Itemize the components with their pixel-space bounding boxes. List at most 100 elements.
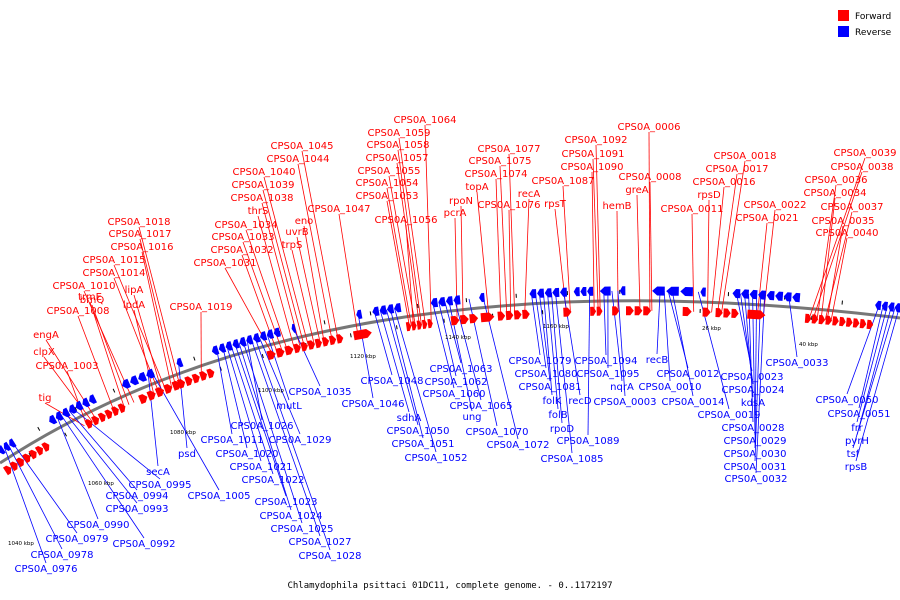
- reverse-gene-arrow: [273, 327, 281, 338]
- gene-leader-line: [394, 308, 437, 453]
- reverse-gene-arrow: [758, 290, 767, 300]
- forward-gene-arrow: [450, 315, 460, 326]
- reverse-gene-arrow: [573, 287, 580, 297]
- forward-gene-label: rpsD: [697, 190, 721, 201]
- gene-leader-line: [717, 173, 738, 313]
- gene-leader-line: [65, 412, 138, 504]
- forward-gene-arrow: [9, 461, 18, 472]
- forward-gene-arrow: [321, 337, 330, 347]
- reverse-gene-arrow: [62, 407, 71, 418]
- forward-gene-arrow: [34, 446, 43, 456]
- reverse-gene-arrow: [394, 303, 402, 313]
- gene-leader-line: [663, 290, 671, 382]
- forward-gene-label: CPS0A_1090: [560, 162, 623, 173]
- reverse-gene-arrow: [49, 414, 58, 425]
- reverse-gene-arrow: [225, 341, 234, 351]
- forward-gene-arrow: [184, 376, 193, 387]
- reverse-gene-label: CPS0A_1026: [230, 421, 293, 432]
- reverse-gene-label: CPS0A_0978: [30, 550, 93, 561]
- forward-gene-label: CPS0A_1018: [107, 217, 170, 228]
- gene-leader-line: [855, 307, 900, 462]
- gene-leader-line: [636, 194, 641, 311]
- forward-gene-arrow: [199, 371, 208, 381]
- tick-mark: [64, 432, 67, 437]
- forward-gene-label: CPS0A_1003: [35, 361, 98, 372]
- gene-leader-line: [222, 348, 248, 449]
- reverse-gene-arrow: [599, 286, 611, 296]
- tick-mark: [74, 406, 78, 411]
- reverse-gene-arrow: [652, 286, 665, 296]
- gene-leader-line: [595, 144, 601, 312]
- axis-tick-label: 1040 kbp: [8, 541, 34, 547]
- forward-gene-label: CPS0A_0036: [804, 175, 867, 186]
- reverse-gene-label: CPS0A_0994: [105, 491, 168, 502]
- gene-leader-line: [267, 334, 290, 401]
- gene-leader-line: [755, 295, 765, 474]
- gene-leader-line: [495, 178, 502, 317]
- reverse-gene-arrow: [260, 331, 268, 341]
- reverse-gene-label: CPS0A_0992: [112, 539, 175, 550]
- gene-leader-line: [812, 171, 863, 320]
- forward-gene-arrow: [421, 319, 428, 329]
- reverse-gene-label: recB: [646, 355, 669, 366]
- forward-gene-arrow: [723, 308, 731, 318]
- reverse-gene-label: CPS0A_0012: [656, 369, 719, 380]
- tick-mark: [417, 303, 419, 309]
- reverse-gene-label: secA: [146, 467, 170, 478]
- forward-gene-arrow: [522, 309, 530, 319]
- reverse-gene-label: CPS0A_1052: [404, 453, 467, 464]
- gene-leader-line: [390, 309, 424, 439]
- reverse-gene-label: CPS0A_0050: [815, 395, 878, 406]
- forward-gene-arrow: [480, 312, 495, 323]
- gene-leader-line: [254, 338, 331, 551]
- reverse-gene-label: CPS0A_1050: [386, 426, 449, 437]
- reverse-gene-arrow: [75, 400, 84, 411]
- gene-leader-line: [397, 149, 422, 325]
- reverse-gene-arrow: [253, 333, 261, 343]
- gene-leader-line: [56, 417, 99, 520]
- forward-gene-arrow: [825, 315, 832, 325]
- reverse-gene-label: CPS0A_1005: [187, 491, 250, 502]
- forward-gene-label: CPS0A_1045: [270, 141, 333, 152]
- gene-leader-line: [617, 290, 626, 397]
- reverse-gene-arrow: [666, 286, 679, 296]
- reverse-gene-arrow: [246, 335, 254, 345]
- forward-gene-label: lpdA: [123, 300, 145, 311]
- reverse-gene-label: CPS0A_0995: [128, 480, 191, 491]
- reverse-gene-label: CPS0A_0029: [723, 436, 786, 447]
- forward-gene-label: clpX: [33, 347, 55, 358]
- forward-gene-arrow: [28, 449, 37, 460]
- reverse-gene-label: CPS0A_0033: [765, 358, 828, 369]
- forward-gene-arrow: [206, 368, 215, 379]
- gene-leader-line: [379, 310, 410, 413]
- gene-leader-line: [852, 307, 896, 449]
- forward-gene-arrow: [643, 306, 652, 316]
- reverse-gene-label: folK: [543, 396, 562, 407]
- reverse-gene-arrow: [766, 291, 775, 301]
- forward-gene-label: brnQ: [80, 295, 105, 306]
- forward-gene-label: CPS0A_1053: [355, 191, 418, 202]
- tick-mark: [193, 356, 196, 361]
- legend-forward-label: Forward: [855, 12, 891, 22]
- gene-leader-line: [301, 150, 339, 339]
- gene-leader-line: [432, 302, 455, 389]
- gene-leader-line: [258, 337, 301, 435]
- reverse-gene-label: CPS0A_1027: [288, 537, 351, 548]
- gene-leader-line: [234, 344, 287, 497]
- forward-gene-label: CPS0A_0034: [803, 188, 866, 199]
- reverse-gene-arrow: [453, 295, 461, 305]
- reverse-gene-arrow: [356, 309, 363, 319]
- gene-leader-line: [238, 342, 292, 511]
- forward-gene-label: CPS0A_0008: [618, 172, 681, 183]
- gene-leader-line: [649, 181, 653, 311]
- gene-leader-line: [508, 209, 512, 316]
- forward-gene-arrow: [427, 319, 433, 329]
- reverse-gene-arrow: [146, 368, 156, 379]
- forward-gene-label: CPS0A_1047: [307, 204, 370, 215]
- forward-gene-arrow: [845, 317, 853, 327]
- gene-leader-line: [707, 199, 710, 313]
- reverse-gene-arrow: [379, 305, 387, 315]
- forward-gene-arrow: [97, 412, 106, 423]
- forward-gene-label: CPS0A_1055: [357, 166, 420, 177]
- reverse-gene-arrow: [138, 371, 148, 382]
